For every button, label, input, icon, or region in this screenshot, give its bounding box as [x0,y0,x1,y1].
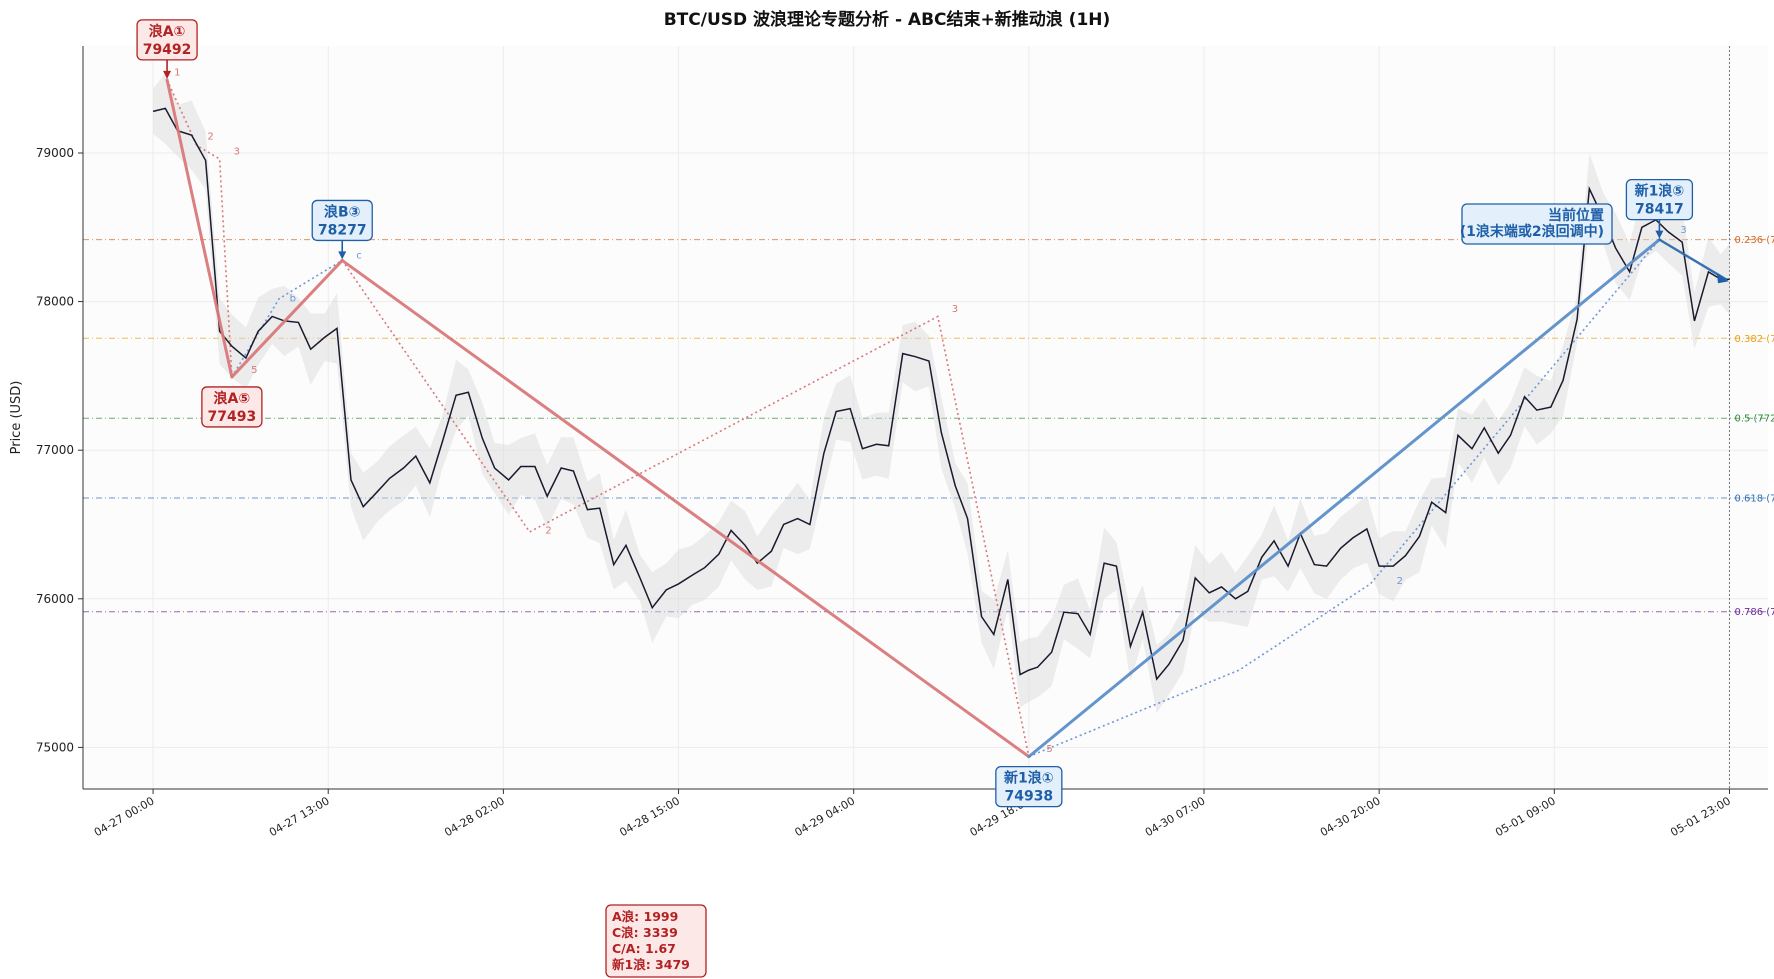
fib-level: 0.618 (76678) [83,494,1774,505]
x-tick-label: 04-27 00:00 [92,794,157,839]
x-tick-label: 04-29 04:00 [793,794,858,839]
sub-wave-label: 2 [207,132,213,143]
sub-wave-path [341,259,1030,757]
wave-line-b [230,258,344,379]
fib-level-label: 0.382 (77753) [1734,334,1774,345]
wave-annotation-b3: 浪B③ 78277 [311,199,373,260]
fib-level-label: 0.236 (78417) [1734,235,1774,246]
x-tick-label: 04-27 13:00 [267,794,332,839]
y-tick-label: 78000 [36,295,74,309]
sub-wave-label: 5 [1046,744,1052,755]
price-range-band [153,72,1730,713]
wave-line-new-1 [1027,238,1661,759]
sub-wave: 1 2 3 5 [166,68,258,377]
wave-annotation-a1: 浪A① 79492 [136,19,198,79]
annotation-box [1625,178,1694,221]
current-position-title: 当前位置 [1548,207,1604,224]
fib-level: 0.382 (77753) [83,334,1774,345]
x-tick-label: 05-01 09:00 [1493,794,1558,839]
x-tick-label: 04-28 15:00 [617,794,682,839]
wave-stat-line: 新1浪: 3479 [612,957,690,972]
annotation-title: 浪A① [149,23,186,40]
sub-wave-label: 2 [545,525,551,536]
sub-wave: 23 [1028,225,1687,758]
current-position-note: (1浪末端或2浪回调中) [1460,223,1604,240]
sub-wave-path [231,259,343,378]
annotation-title: 浪A⑤ [214,390,251,407]
fib-level: 0.5 (77215) [83,414,1774,425]
wave-annotation-n5: 新1浪⑤ 78417 [1625,178,1694,239]
fib-level-label: 0.618 (76678) [1734,494,1774,505]
wave-stat-line: A浪: 1999 [612,909,678,924]
wave-line-c [340,258,1031,759]
annotation-value: 79492 [143,42,192,58]
annotation-value: 74938 [1004,789,1053,805]
sub-wave-label: 1 [174,68,180,79]
annotation-title: 新1浪⑤ [1635,183,1685,200]
wave-stats-frame [605,904,707,978]
plot-background [83,46,1768,789]
sub-wave-label: 3 [952,304,958,315]
sub-wave-path [1028,239,1661,758]
annotation-value: 78277 [318,222,367,238]
y-tick-label: 79000 [36,146,74,160]
fib-level-label: 0.786 (75913) [1734,607,1774,618]
wave-stat-line: C浪: 3339 [612,925,678,940]
wave-line-wave-2 [1658,238,1728,281]
sub-wave-path [166,79,233,377]
sub-wave-label: 5 [251,365,257,376]
annotation-arrowhead [163,70,172,79]
sub-wave: 2 3 5 [341,259,1053,757]
sub-wave-label: b [290,294,296,305]
annotation-box [311,199,373,242]
annotation-box [995,765,1063,808]
y-tick-label: 76000 [36,592,74,606]
annotation-value: 77493 [208,409,257,425]
current-position-frame [1461,203,1613,245]
annotation-box [201,386,263,428]
wave-annotation-n1: 新1浪① 74938 [995,765,1063,808]
y-axis-label: Price (USD) [9,381,24,455]
annotation-title: 浪B③ [324,203,361,220]
current-position-box: 当前位置(1浪末端或2浪回调中) [1460,203,1613,245]
sub-wave-label: 2 [1397,576,1403,587]
sub-wave-label: 3 [234,146,240,157]
wave-stat-line: C/A: 1.67 [612,941,676,956]
y-tick-label: 77000 [36,443,74,457]
y-tick-label: 75000 [36,740,74,754]
sub-wave-label: c [356,250,362,261]
annotation-box [136,19,198,61]
wave-annotation-a5: 浪A⑤ 77493 [201,386,263,428]
sub-wave-label: 3 [1680,225,1686,236]
x-tick-label: 04-30 07:00 [1143,794,1208,839]
sub-wave: bc [231,250,362,378]
chart-title: BTC/USD 波浪理论专题分析 - ABC结束+新推动浪 (1H) [664,9,1111,30]
x-tick-label: 04-30 20:00 [1318,794,1383,839]
wave-2-arrowhead [1716,273,1729,284]
annotation-title: 新1浪① [1004,770,1054,787]
fib-level-label: 0.5 (77215) [1734,414,1774,425]
annotation-value: 78417 [1635,202,1684,218]
x-tick-label: 05-01 23:00 [1668,794,1733,839]
annotation-arrowhead [338,251,347,260]
fib-level: 0.786 (75913) [83,607,1774,618]
annotation-arrowhead [1655,230,1664,239]
x-tick-label: 04-28 02:00 [442,794,507,839]
wave-line-a [165,78,234,379]
price-line [152,107,1730,681]
